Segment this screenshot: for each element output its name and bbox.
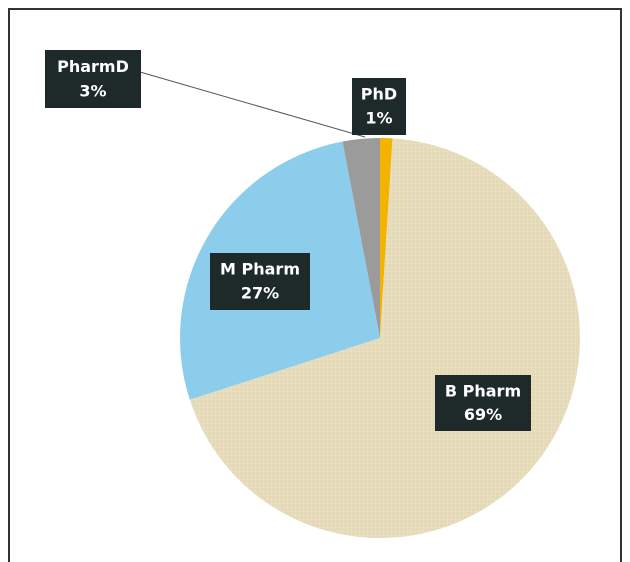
- label-box: [435, 375, 531, 431]
- category-label: B Pharm: [445, 381, 521, 400]
- value-label: 1%: [365, 109, 392, 128]
- pie-slice: [380, 138, 393, 338]
- frame: [8, 8, 622, 562]
- category-label: M Pharm: [220, 260, 300, 279]
- label-box: [210, 253, 310, 310]
- category-label: PharmD: [57, 57, 129, 76]
- label-box: [352, 78, 406, 135]
- leader-line: [139, 71, 366, 138]
- value-label: 27%: [241, 284, 279, 303]
- category-label: PhD: [361, 85, 397, 104]
- value-label: 3%: [79, 81, 106, 100]
- pie-slice: [342, 138, 380, 338]
- label-box: [45, 50, 141, 108]
- value-label: 69%: [464, 405, 502, 424]
- slice-texture: [189, 138, 580, 538]
